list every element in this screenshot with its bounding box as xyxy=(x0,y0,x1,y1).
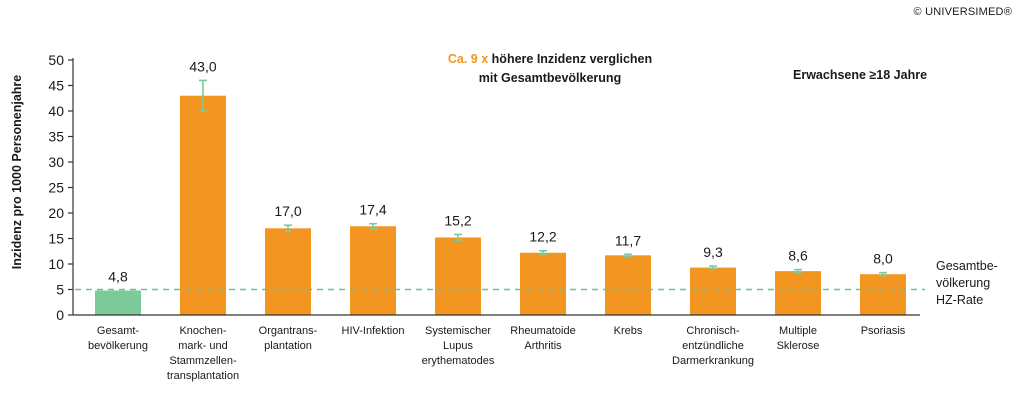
category-label: Organtrans-plantation xyxy=(259,325,318,352)
category-label: Multiple Sklerose xyxy=(777,325,820,352)
y-tick-label: 5 xyxy=(56,282,64,298)
bar xyxy=(690,267,736,315)
bar xyxy=(605,255,651,315)
category-label-line: Sklerose xyxy=(777,340,820,352)
copyright-notice: © UNIVERSIMED® xyxy=(913,6,1012,18)
category-label-line: HIV-Infektion xyxy=(342,325,405,337)
category-label-line: Krebs xyxy=(614,325,643,337)
data-label: 12,2 xyxy=(529,229,556,245)
category-label-line: Systemischer xyxy=(425,325,491,337)
y-tick-label: 0 xyxy=(56,307,64,323)
y-tick-label: 40 xyxy=(48,103,64,119)
category-label-line: mark- und xyxy=(178,340,228,352)
bar xyxy=(775,271,821,315)
y-tick-label: 35 xyxy=(48,129,64,145)
category-label-line: Multiple xyxy=(779,325,817,337)
data-label: 17,0 xyxy=(274,203,301,219)
annotation-line2: mit Gesamtbevölkerung xyxy=(478,71,622,85)
y-tick-label: 45 xyxy=(48,78,64,94)
y-tick-label: 25 xyxy=(48,180,64,196)
bar xyxy=(520,252,566,315)
category-label-line: erythematodes xyxy=(422,355,495,367)
bar xyxy=(350,226,396,315)
bar xyxy=(265,228,311,315)
data-label: 8,0 xyxy=(873,251,893,267)
category-label: Krebs xyxy=(614,325,643,337)
category-label-line: Organtrans- xyxy=(259,325,318,337)
y-tick-label: 50 xyxy=(48,52,64,68)
category-label-line: Arthritis xyxy=(524,340,562,352)
reference-label-line1: Gesamtbe- xyxy=(936,259,998,273)
data-label: 17,4 xyxy=(359,202,386,218)
category-label-line: Lupus xyxy=(443,340,473,352)
annotation-line1: höhere Inzidenz verglichen xyxy=(491,52,653,66)
data-label: 8,6 xyxy=(788,248,808,264)
data-label: 4,8 xyxy=(108,269,128,285)
category-label-line: Stammzellen- xyxy=(169,355,237,367)
category-label-line: transplantation xyxy=(167,370,239,382)
reference-label-line3: HZ-Rate xyxy=(936,293,984,307)
category-label-line: bevölkerung xyxy=(88,340,148,352)
y-tick-label: 15 xyxy=(48,231,64,247)
category-label: Rheumatoide Arthritis xyxy=(510,325,575,352)
category-label-line: Chronisch- xyxy=(686,325,740,337)
category-label: Chronisch-entzündliche Darmerkrankung xyxy=(672,325,754,367)
bar xyxy=(180,95,226,315)
category-label-line: Knochen- xyxy=(179,325,226,337)
category-label-line: entzündliche xyxy=(682,340,744,352)
category-label-line: Rheumatoide xyxy=(510,325,575,337)
category-label-line: Darmerkrankung xyxy=(672,355,754,367)
comparison-annotation: Ca. 9 x höhere Inzidenz verglichen mit G… xyxy=(430,50,670,88)
data-label: 9,3 xyxy=(703,244,723,260)
category-label-line: Psoriasis xyxy=(861,325,906,337)
bar xyxy=(95,290,141,315)
population-subtitle: Erwachsene ≥18 Jahre xyxy=(793,68,928,82)
y-tick-label: 10 xyxy=(48,256,64,272)
reference-line-label: Gesamtbe- völkerung HZ-Rate xyxy=(936,258,998,309)
data-label: 15,2 xyxy=(444,212,471,228)
category-label: HIV-Infektion xyxy=(342,325,405,337)
category-label-line: Gesamt- xyxy=(97,325,140,337)
category-label-line: plantation xyxy=(264,340,312,352)
reference-label-line2: völkerung xyxy=(936,276,991,290)
category-label: Gesamt-bevölkerung xyxy=(88,325,148,352)
data-label: 11,7 xyxy=(615,232,641,248)
category-label: Knochen-mark- und Stammzellen-transplanta… xyxy=(167,325,239,382)
bar xyxy=(435,237,481,315)
data-label: 43,0 xyxy=(189,58,216,74)
category-label: Psoriasis xyxy=(861,325,906,337)
bar xyxy=(860,274,906,315)
annotation-highlight: Ca. 9 x xyxy=(447,52,489,66)
y-tick-label: 20 xyxy=(48,205,64,221)
category-label: Systemischer Lupus erythematodes xyxy=(422,325,495,367)
y-tick-label: 30 xyxy=(48,154,64,170)
